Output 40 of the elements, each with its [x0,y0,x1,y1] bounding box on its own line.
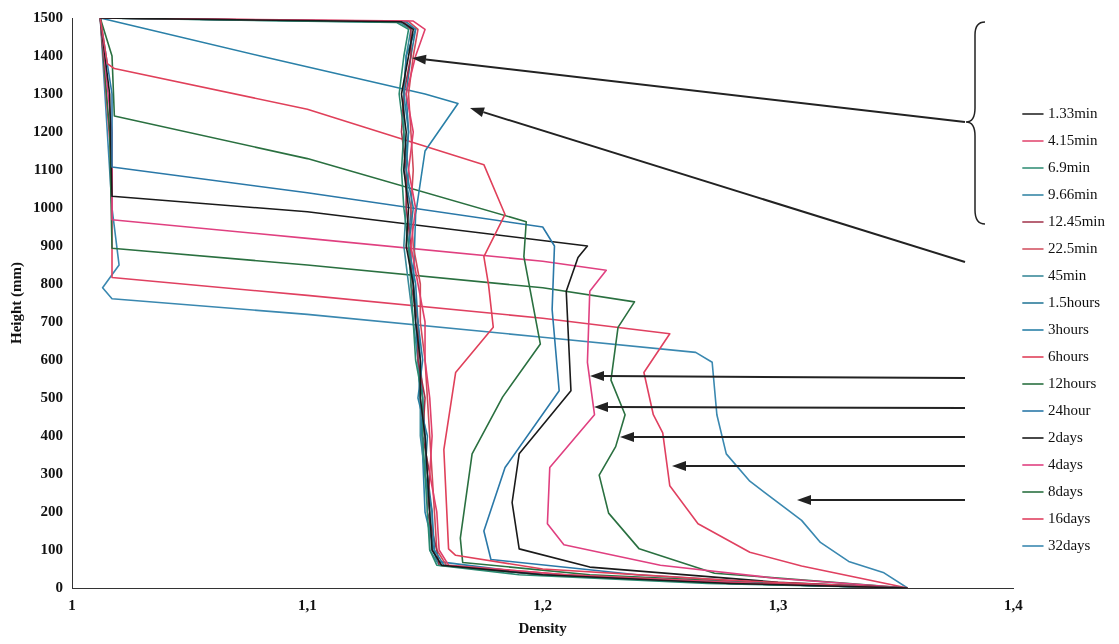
y-tick-label: 500 [40,388,63,405]
y-tick-label: 700 [40,312,63,329]
y-tick-label: 400 [40,426,63,443]
legend-label: 3hours [1047,320,1089,337]
legend-label: 12.45min [1047,212,1106,229]
legend-label: 12hours [1047,374,1097,391]
y-tick-label: 900 [40,236,63,253]
y-tick-label: 100 [40,540,63,557]
y-tick-label: 200 [40,502,63,519]
legend-label: 1.33min [1047,104,1098,121]
y-tick-label: 1400 [33,46,63,63]
y-tick-label: 300 [40,464,63,481]
x-tick-label: 1,3 [768,596,788,613]
x-axis-title: Density [518,619,568,636]
legend-label: 32days [1047,536,1091,553]
legend-label: 24hour [1047,401,1091,418]
y-tick-label: 1300 [33,84,63,101]
legend-label: 2days [1047,428,1084,445]
legend-label: 6.9min [1047,158,1091,175]
y-tick-label: 1100 [33,160,63,177]
legend-label: 9.66min [1047,185,1098,202]
legend-label: 6hours [1047,347,1089,364]
legend-label: 4days [1047,455,1084,472]
y-tick-label: 600 [40,350,63,367]
legend-label: 1.5hours [1047,293,1101,310]
legend-label: 45min [1047,266,1087,283]
x-tick-label: 1 [68,596,76,613]
legend-label: 4.15min [1047,131,1098,148]
y-tick-label: 0 [55,578,63,595]
legend-label: 8days [1047,482,1084,499]
y-tick-label: 1200 [33,122,63,139]
x-tick-label: 1,2 [533,596,553,613]
legend-label: 22.5min [1047,239,1098,256]
y-tick-label: 800 [40,274,63,291]
x-tick-label: 1,1 [297,596,317,613]
y-axis-title: Height (mm) [7,261,25,345]
y-tick-label: 1000 [33,198,63,215]
y-tick-label: 1500 [33,8,63,25]
x-tick-label: 1,4 [1004,596,1024,613]
legend-label: 16days [1047,509,1091,526]
